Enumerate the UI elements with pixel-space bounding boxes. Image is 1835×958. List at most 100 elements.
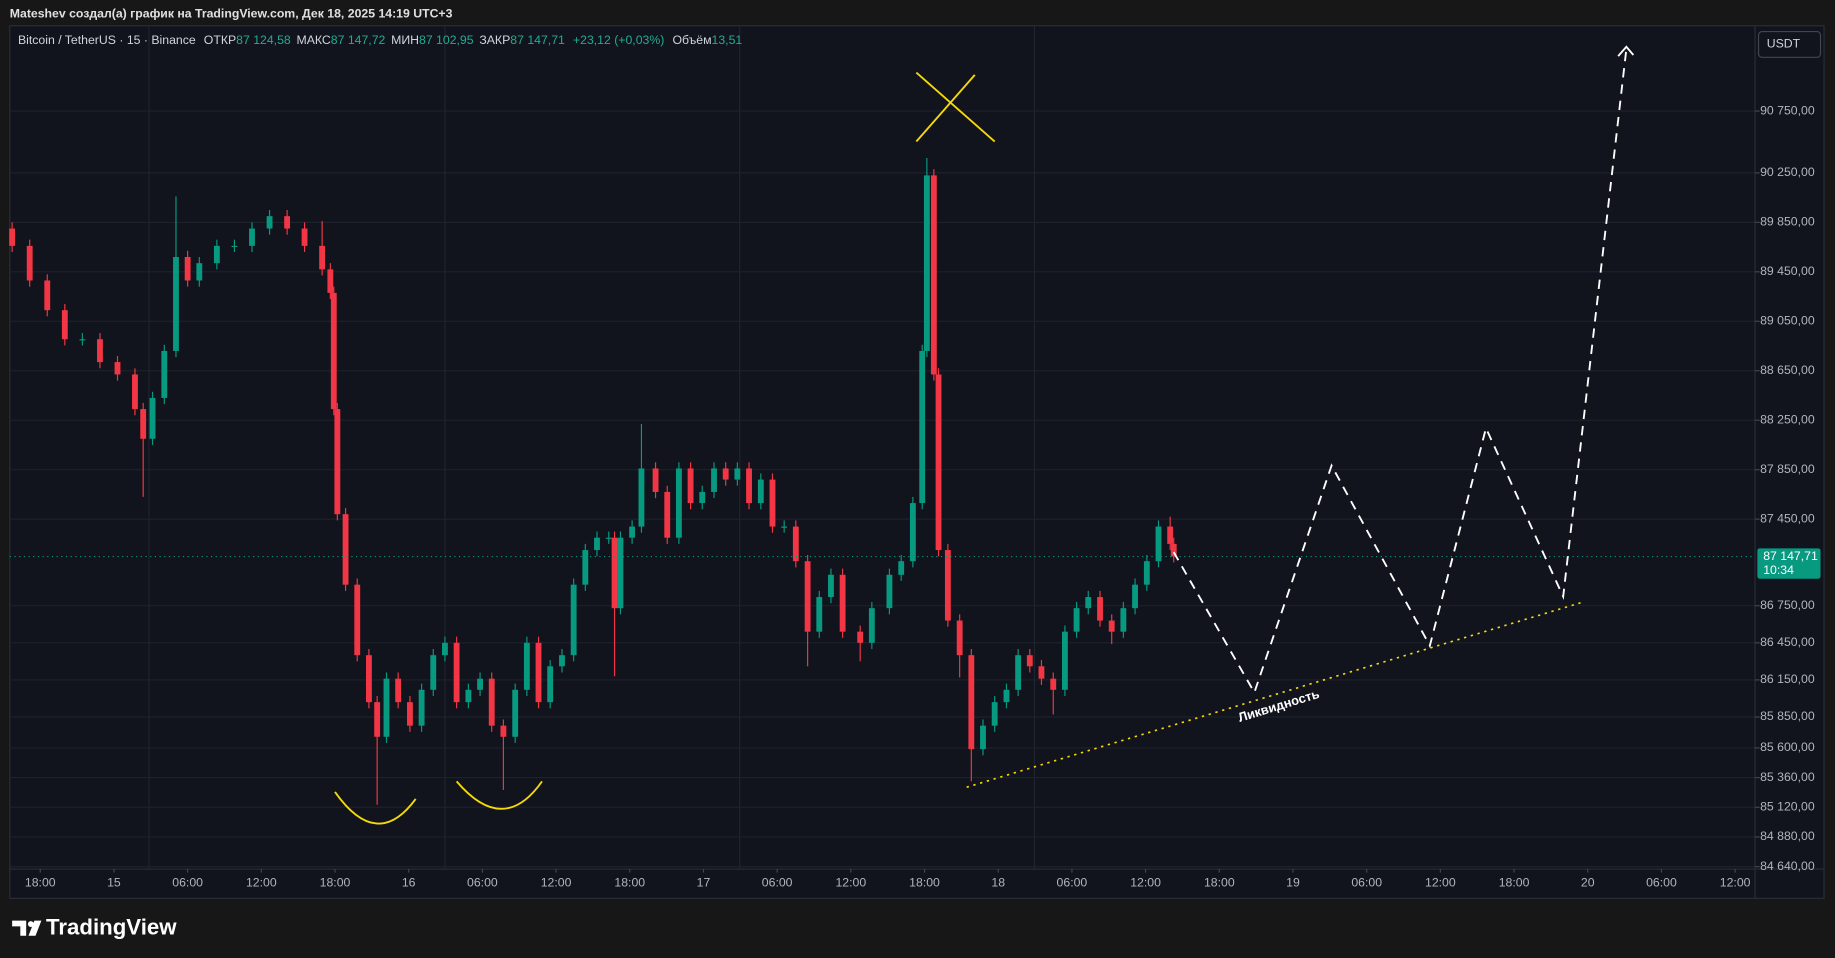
candle-body (319, 245, 326, 270)
candle-body (395, 678, 402, 703)
x-tick-label: 18:00 (909, 875, 940, 889)
candle-body (430, 655, 437, 690)
chart-pane (9, 25, 1825, 899)
x-tick-label: 06:00 (1057, 875, 1088, 889)
candle-body (1003, 689, 1010, 703)
candle-body (231, 245, 238, 248)
x-tick-label: 15 (107, 875, 121, 889)
candle-body (418, 689, 425, 726)
legend-label: МАКС (297, 33, 331, 47)
drawings (334, 71, 1583, 825)
candle-body (535, 642, 542, 703)
candle-body (734, 468, 741, 480)
x-tick-label: 18:00 (614, 875, 645, 889)
candle-body (266, 216, 273, 229)
legend-symbol: Bitcoin / TetherUS · 15 · Binance (18, 33, 196, 47)
footer-brand: TradingView (46, 915, 177, 940)
logo-icon (12, 920, 42, 936)
legend-value: 87 147,71 (510, 33, 565, 47)
x-tick-label: 18 (991, 875, 1005, 889)
y-tick-label: 90 750,00 (1760, 103, 1815, 117)
candle-body (886, 574, 893, 609)
candle-body (629, 526, 636, 538)
candle-body (930, 175, 937, 375)
candle-body (453, 642, 460, 703)
y-tick-label: 85 360,00 (1760, 770, 1815, 784)
candle-body (301, 228, 308, 246)
x-tick-label: 12:00 (1720, 875, 1751, 889)
candle-body (746, 468, 752, 504)
x-tick-label: 19 (1286, 875, 1300, 889)
candle-body (828, 574, 834, 598)
candle-body (334, 409, 341, 515)
y-tick-label: 87 450,00 (1760, 511, 1815, 525)
x-tick-label: 20 (1581, 875, 1595, 889)
candle-body (944, 550, 951, 621)
y-tick-label: 89 850,00 (1760, 215, 1815, 229)
candle-body (1038, 666, 1045, 679)
projection-path (1172, 49, 1628, 695)
candle-body (868, 608, 875, 643)
candle-body (1132, 584, 1138, 609)
y-tick-label: 89 450,00 (1760, 264, 1815, 278)
x-tick-label: 12:00 (1425, 875, 1456, 889)
candle-body (605, 537, 612, 539)
candle-body (374, 702, 381, 737)
currency-label[interactable]: USDT (1767, 37, 1801, 51)
x-tick-label: 17 (697, 875, 711, 889)
bottom-arc (455, 780, 543, 810)
x-tick-label: 06:00 (467, 875, 498, 889)
legend-value: 87 102,95 (419, 33, 474, 47)
legend-change: +23,12 (+0,03%) (573, 33, 664, 47)
candle-body (617, 537, 624, 609)
candle-body (1170, 543, 1177, 557)
x-tick-label: 12:00 (246, 875, 277, 889)
candle-body (97, 339, 103, 363)
candle-body (664, 491, 671, 538)
candle-body (173, 256, 179, 351)
trend-line (966, 601, 1583, 789)
projection (1172, 45, 1635, 695)
candle-body (1015, 655, 1022, 690)
legend-label: ЗАКР (479, 33, 510, 47)
candle-body (407, 702, 413, 726)
candle-body (149, 397, 156, 439)
x-tick-label: 18:00 (1204, 875, 1235, 889)
x-tick-label: 12:00 (835, 875, 866, 889)
candle-body (365, 655, 372, 703)
candle-body (249, 228, 255, 246)
candle-body (1155, 526, 1162, 562)
cross-stroke (915, 74, 976, 143)
x-tick-label: 06:00 (1351, 875, 1382, 889)
candle-body (1120, 608, 1127, 632)
x-tick-label: 18:00 (1499, 875, 1530, 889)
candle-body (935, 374, 942, 551)
y-tick-label: 88 250,00 (1760, 412, 1815, 426)
legend-label: МИН (391, 33, 419, 47)
candle-body (500, 725, 507, 737)
bottom-arc (334, 791, 417, 825)
candle-body (559, 655, 565, 667)
candle-body (1050, 678, 1057, 690)
candle-body (722, 468, 729, 480)
y-tick-label: 86 750,00 (1760, 598, 1815, 612)
last-price-box (1757, 548, 1821, 579)
projection-arrow (1617, 45, 1635, 57)
currency-button[interactable] (1757, 30, 1822, 58)
x-tick-label: 12:00 (541, 875, 572, 889)
x-tick-label: 18:00 (25, 875, 56, 889)
candle-body (769, 479, 776, 527)
candle-body (184, 256, 191, 281)
header-text: Mateshev создал(а) график на TradingView… (10, 6, 453, 20)
candle-body (284, 216, 291, 229)
y-tick-label: 88 650,00 (1760, 363, 1815, 377)
candle-body (523, 642, 530, 690)
candle-body (923, 175, 930, 351)
candle-body (638, 468, 645, 527)
y-tick-label: 84 880,00 (1760, 829, 1815, 843)
countdown-label: 10:34 (1763, 563, 1794, 577)
candle-body (342, 514, 349, 585)
candle-body (816, 597, 823, 632)
